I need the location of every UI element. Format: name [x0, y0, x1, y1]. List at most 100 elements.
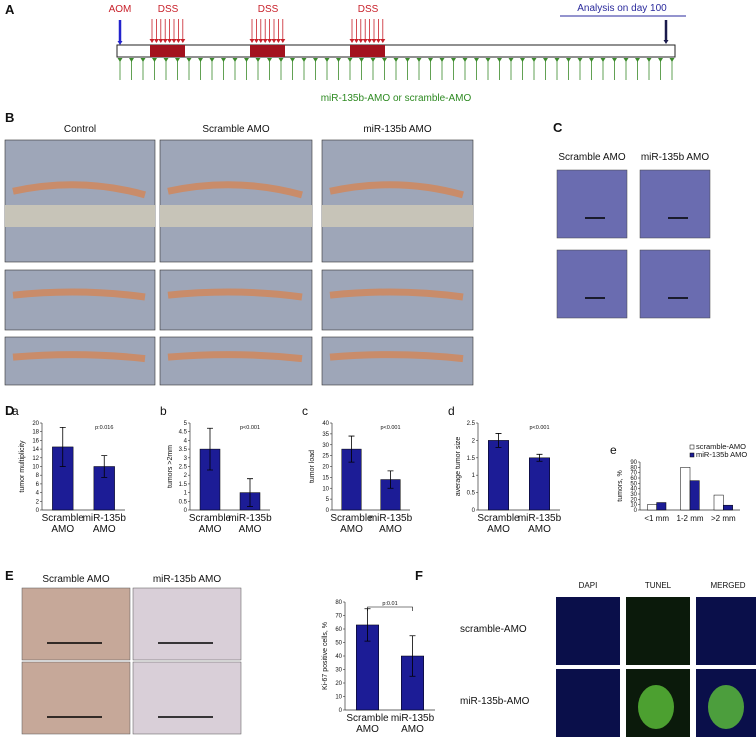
legend-label: scramble-AMO — [696, 442, 746, 451]
bar — [647, 504, 657, 511]
arrow-head — [149, 39, 155, 43]
bar — [680, 467, 691, 511]
photo — [159, 139, 313, 263]
x-tick-label: >2 mm — [711, 514, 736, 523]
annotation: p:0.01 — [382, 601, 397, 607]
y-tick-label: 20 — [322, 465, 329, 471]
column-title: Control — [64, 124, 96, 135]
arrow-head — [566, 58, 571, 62]
arrow-head — [280, 39, 286, 43]
y-tick-label: 8 — [36, 473, 40, 479]
arrow-head — [367, 39, 373, 43]
arrow-head — [175, 58, 180, 62]
column-title: Scramble AMO — [202, 124, 269, 135]
chart-label: e — [610, 443, 617, 457]
column-title: TUNEL — [645, 581, 672, 590]
y-tick-label: 20 — [32, 421, 39, 427]
chart-label: c — [302, 404, 308, 418]
arrow-head — [497, 58, 502, 62]
photo — [321, 269, 474, 331]
fluorescence-image — [556, 669, 620, 737]
colon — [12, 288, 146, 301]
arrow-head — [520, 58, 525, 62]
ihc-image — [21, 587, 131, 661]
arrow-head — [577, 58, 583, 62]
arrow-head — [313, 58, 318, 62]
arrow-head — [635, 58, 640, 62]
arrow-head — [278, 58, 284, 62]
ruler — [322, 205, 473, 227]
legend-swatch — [689, 444, 695, 450]
arrow-head — [158, 39, 164, 43]
bracket — [367, 606, 413, 611]
arrow-head — [451, 58, 456, 62]
error-bar — [387, 470, 394, 489]
arrow-head — [152, 58, 157, 62]
arrow-head — [301, 58, 307, 62]
column-title: miR-135b AMO — [153, 574, 222, 585]
y-tick-label: 6 — [36, 482, 40, 488]
y-tick-label: 0 — [326, 508, 330, 514]
y-tick-label: 16 — [32, 438, 39, 444]
y-tick-label: 30 — [322, 443, 329, 449]
arrow-head — [267, 39, 273, 43]
column-title: Scramble AMO — [558, 152, 625, 163]
y-tick-label: 70 — [335, 614, 342, 620]
panel-label: A — [5, 2, 15, 17]
y-tick-label: 50 — [630, 481, 637, 487]
timeline-label: DSS — [358, 4, 379, 15]
colon — [329, 181, 464, 199]
tunel-signal — [638, 685, 674, 729]
bar — [529, 457, 550, 511]
y-tick-label: 12 — [32, 456, 39, 462]
ihc-image — [132, 661, 242, 735]
y-tick-label: 0.5 — [179, 499, 188, 505]
error-bar — [536, 453, 543, 462]
arrow-head — [600, 58, 606, 62]
chart-label: d — [448, 404, 455, 418]
arrow-head — [531, 58, 537, 62]
colon — [12, 351, 146, 363]
fluorescence-image — [626, 597, 690, 665]
y-tick-label: 2 — [36, 499, 40, 505]
arrow-head — [646, 58, 652, 62]
y-tick-label: 50 — [335, 641, 342, 647]
x-tick-label: <1 mm — [644, 514, 669, 523]
error-bar — [207, 427, 213, 471]
timeline-label: miR-135b-AMO or scramble-AMO — [321, 93, 472, 104]
y-tick-label: 18 — [32, 430, 39, 436]
y-tick-label: 0 — [36, 508, 40, 514]
bar — [723, 504, 733, 511]
arrow-head — [244, 58, 249, 62]
chart-label: a — [12, 404, 19, 418]
photo — [159, 336, 313, 386]
colon — [167, 288, 303, 301]
x-tick-label: miR-135b AMO — [369, 513, 413, 535]
y-tick-label: 70 — [630, 471, 637, 477]
panel-label: F — [415, 568, 423, 583]
arrow-head — [209, 58, 215, 62]
arrow-head — [258, 39, 264, 43]
y-tick-label: 4.5 — [179, 430, 188, 436]
arrow-head — [362, 39, 368, 43]
y-axis-label: tumors >2mm — [167, 445, 174, 488]
photo — [4, 269, 156, 331]
tunel-signal — [708, 685, 744, 729]
y-tick-label: 10 — [335, 695, 342, 701]
arrow-head — [324, 58, 330, 62]
column-title: miR-135b AMO — [363, 124, 432, 135]
bar — [689, 480, 700, 511]
error-bar — [59, 426, 66, 467]
photo — [321, 336, 474, 386]
arrow-head — [358, 39, 364, 43]
y-tick-label: 0 — [634, 508, 638, 514]
panel-label: E — [5, 568, 14, 583]
y-tick-label: 2.5 — [179, 465, 188, 471]
arrow-head — [439, 58, 445, 62]
arrow-head — [180, 39, 186, 43]
histology-image — [556, 249, 628, 319]
bar — [488, 440, 509, 511]
x-tick-label: Scramble AMO — [330, 513, 373, 535]
error-bar — [247, 478, 253, 507]
error-bar — [101, 455, 108, 478]
